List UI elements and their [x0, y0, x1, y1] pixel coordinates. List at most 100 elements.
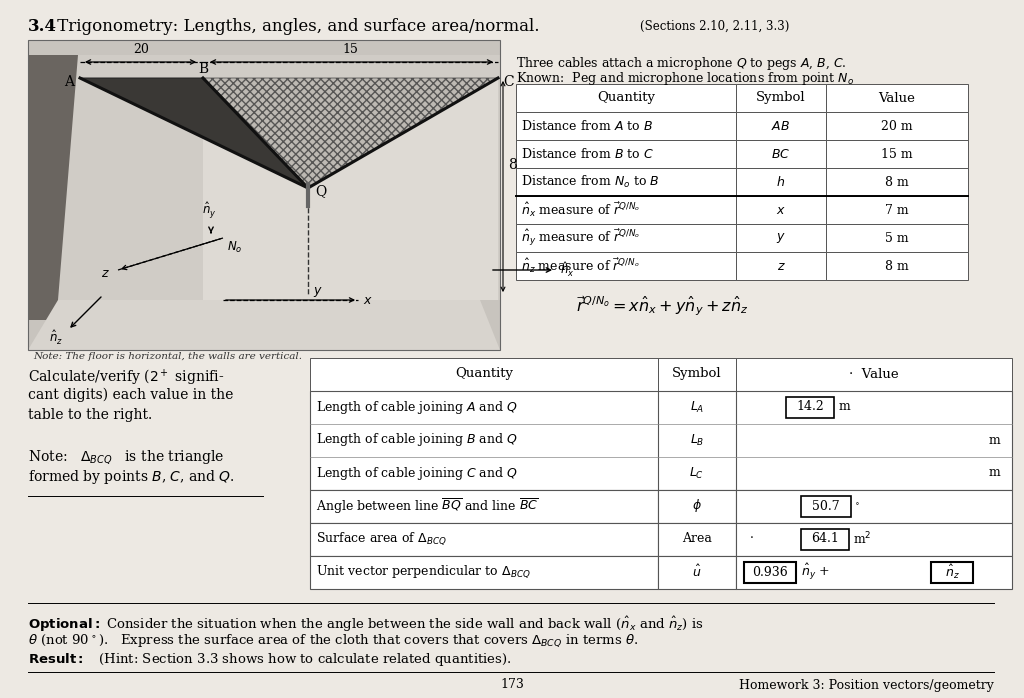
Text: 64.1: 64.1 — [811, 533, 839, 546]
Bar — [736, 523, 1012, 556]
Text: cant digits) each value in the: cant digits) each value in the — [28, 388, 233, 402]
Bar — [658, 490, 736, 523]
Text: $\hat{n}_z$: $\hat{n}_z$ — [49, 329, 63, 347]
Text: 173: 173 — [500, 678, 524, 692]
Text: $z$: $z$ — [101, 267, 110, 280]
Text: A: A — [63, 75, 74, 89]
Bar — [658, 556, 736, 589]
Text: $y$: $y$ — [313, 285, 323, 299]
Text: Length of cable joining $B$ and $Q$: Length of cable joining $B$ and $Q$ — [316, 431, 517, 449]
Text: ·  Value: · Value — [849, 368, 899, 380]
Bar — [826, 168, 968, 196]
Text: Quantity: Quantity — [597, 91, 655, 105]
Bar — [736, 196, 826, 224]
Text: 50.7: 50.7 — [812, 500, 840, 512]
Text: m: m — [839, 401, 851, 413]
Bar — [801, 496, 851, 517]
Bar — [736, 224, 826, 252]
Text: 5 m: 5 m — [885, 232, 909, 244]
Text: Surface area of $\Delta_{BCQ}$: Surface area of $\Delta_{BCQ}$ — [316, 530, 446, 547]
Text: Length of cable joining $C$ and $Q$: Length of cable joining $C$ and $Q$ — [316, 464, 518, 482]
Polygon shape — [58, 55, 500, 300]
Text: $\hat{n}_z$: $\hat{n}_z$ — [944, 563, 959, 581]
Bar — [736, 168, 826, 196]
Bar — [658, 523, 736, 556]
Bar — [658, 358, 736, 391]
Bar — [826, 140, 968, 168]
Bar — [826, 252, 968, 280]
Text: Area: Area — [682, 533, 712, 546]
Bar — [736, 252, 826, 280]
Polygon shape — [203, 78, 498, 300]
Text: Calculate/verify ($2^+$ signifi-: Calculate/verify ($2^+$ signifi- — [28, 368, 224, 388]
Text: $L_A$: $L_A$ — [690, 399, 705, 415]
Text: Symbol: Symbol — [672, 368, 722, 380]
Bar — [516, 168, 736, 196]
Bar — [786, 397, 834, 418]
Bar — [310, 391, 1012, 490]
Text: m: m — [988, 466, 1000, 480]
Bar — [826, 112, 968, 140]
Text: m$^2$: m$^2$ — [853, 530, 871, 547]
Text: 20: 20 — [133, 43, 148, 56]
Bar — [310, 556, 658, 589]
Text: $\hat{n}_y$ measure of $\vec{r}^{Q/N_o}$: $\hat{n}_y$ measure of $\vec{r}^{Q/N_o}$ — [521, 228, 640, 248]
Bar — [310, 490, 658, 523]
Text: $\mathbf{Result:}$   (Hint: Section 3.3 shows how to calculate related quantitie: $\mathbf{Result:}$ (Hint: Section 3.3 sh… — [28, 651, 512, 668]
Bar — [516, 252, 736, 280]
Bar — [310, 358, 658, 391]
Text: $AB$: $AB$ — [771, 119, 791, 133]
Text: $h$: $h$ — [776, 175, 785, 189]
Text: 15: 15 — [342, 43, 358, 56]
Bar — [736, 358, 1012, 391]
Bar — [931, 562, 973, 583]
Polygon shape — [80, 78, 308, 188]
Text: Angle between line $\overline{BQ}$ and line $\overline{BC}$: Angle between line $\overline{BQ}$ and l… — [316, 496, 539, 516]
Polygon shape — [203, 78, 498, 188]
Text: table to the right.: table to the right. — [28, 408, 153, 422]
Text: m: m — [988, 433, 1000, 447]
Text: 8: 8 — [508, 158, 517, 172]
Text: $\hat{u}$: $\hat{u}$ — [692, 564, 701, 580]
Polygon shape — [28, 300, 500, 350]
Bar — [744, 562, 796, 583]
Bar — [28, 40, 500, 350]
Text: Distance from $N_o$ to $B$: Distance from $N_o$ to $B$ — [521, 174, 659, 190]
Bar — [736, 490, 1012, 523]
Text: $\hat{n}_y$ +: $\hat{n}_y$ + — [801, 562, 829, 582]
Text: $x$: $x$ — [776, 204, 785, 216]
Text: Note:   $\Delta_{BCQ}$   is the triangle: Note: $\Delta_{BCQ}$ is the triangle — [28, 448, 224, 466]
Text: $z$: $z$ — [776, 260, 785, 272]
Text: 7 m: 7 m — [885, 204, 909, 216]
Text: Distance from $A$ to $B$: Distance from $A$ to $B$ — [521, 119, 653, 133]
Text: Three cables attach a microphone $Q$ to pegs $A$, $B$, $C$.: Three cables attach a microphone $Q$ to … — [516, 55, 847, 72]
Text: Value: Value — [879, 91, 915, 105]
Bar — [826, 84, 968, 112]
Bar — [310, 523, 658, 556]
Polygon shape — [28, 40, 500, 350]
Text: Length of cable joining $A$ and $Q$: Length of cable joining $A$ and $Q$ — [316, 399, 517, 415]
Text: 8 m: 8 m — [885, 260, 909, 272]
Text: $x$: $x$ — [362, 293, 373, 306]
Text: B: B — [198, 62, 208, 76]
Text: Known:  Peg and microphone locations from point $N_o$: Known: Peg and microphone locations from… — [516, 70, 854, 87]
Bar — [516, 140, 736, 168]
Text: $\theta$ (not 90$^\circ$).   Express the surface area of the cloth that covers t: $\theta$ (not 90$^\circ$). Express the s… — [28, 632, 638, 648]
Text: $N_o$: $N_o$ — [227, 240, 243, 255]
Polygon shape — [480, 55, 500, 300]
Polygon shape — [28, 55, 78, 320]
Text: $\hat{n}_x$ measure of $\vec{r}^{Q/N_o}$: $\hat{n}_x$ measure of $\vec{r}^{Q/N_o}$ — [521, 201, 640, 219]
Text: C: C — [503, 75, 514, 89]
Text: Symbol: Symbol — [756, 91, 806, 105]
Text: $\hat{n}_z$ measure of $\vec{r}^{Q/N_o}$: $\hat{n}_z$ measure of $\vec{r}^{Q/N_o}$ — [521, 257, 640, 275]
Text: $\mathbf{Optional:}$ Consider the situation when the angle between the side wall: $\mathbf{Optional:}$ Consider the situat… — [28, 615, 703, 634]
Text: $L_C$: $L_C$ — [689, 466, 705, 480]
Text: Quantity: Quantity — [455, 368, 513, 380]
Bar — [516, 224, 736, 252]
Bar — [516, 112, 736, 140]
Text: 15 m: 15 m — [882, 147, 912, 161]
Text: ·: · — [750, 533, 754, 546]
Text: $\hat{n}_y$: $\hat{n}_y$ — [202, 200, 216, 220]
Text: $\phi$: $\phi$ — [692, 498, 701, 514]
Text: (Sections 2.10, 2.11, 3.3): (Sections 2.10, 2.11, 3.3) — [640, 20, 790, 33]
